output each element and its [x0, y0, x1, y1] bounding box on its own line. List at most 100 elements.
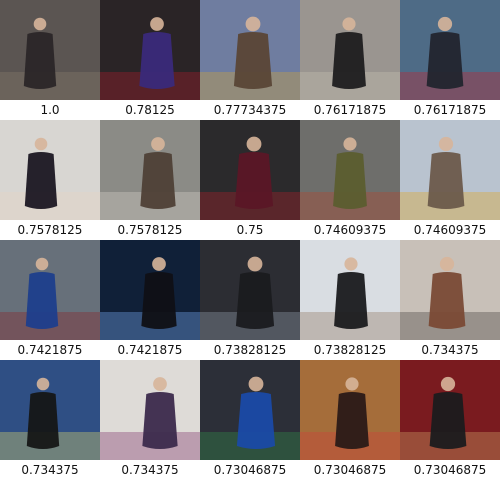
- body: [139, 32, 175, 89]
- result-cell[interactable]: 0.73828125: [300, 240, 400, 360]
- similarity-score: 0.73046875: [413, 463, 487, 477]
- result-thumbnail[interactable]: [0, 240, 100, 340]
- result-thumbnail[interactable]: [100, 120, 200, 220]
- result-thumbnail[interactable]: [400, 0, 500, 100]
- head: [342, 17, 356, 31]
- body: [426, 32, 464, 89]
- photo-placeholder: [100, 360, 200, 460]
- result-thumbnail[interactable]: [400, 360, 500, 460]
- head: [344, 257, 358, 271]
- person-silhouette: [26, 377, 60, 449]
- result-thumbnail[interactable]: [0, 0, 100, 100]
- result-cell[interactable]: 0.74609375: [300, 120, 400, 240]
- similarity-score: 0.734375: [21, 463, 79, 477]
- body: [236, 392, 276, 449]
- photo-placeholder: [300, 0, 400, 100]
- photo-placeholder: [400, 240, 500, 340]
- body: [335, 392, 369, 449]
- person-silhouette: [139, 17, 175, 89]
- result-cell[interactable]: 0.73828125: [200, 240, 300, 360]
- similarity-score: 0.74609375: [313, 223, 387, 237]
- photo-placeholder: [200, 360, 300, 460]
- person-silhouette: [332, 17, 366, 89]
- similarity-score: 0.77734375: [213, 103, 287, 117]
- body: [142, 392, 178, 449]
- result-cell[interactable]: 0.734375: [0, 360, 100, 480]
- body: [234, 152, 274, 209]
- head: [150, 17, 164, 31]
- result-thumbnail[interactable]: [400, 120, 500, 220]
- photo-placeholder: [100, 0, 200, 100]
- body: [140, 152, 176, 209]
- body: [233, 32, 273, 89]
- head: [35, 257, 49, 271]
- photo-placeholder: [200, 240, 300, 340]
- result-thumbnail[interactable]: [400, 240, 500, 340]
- person-silhouette: [23, 17, 57, 89]
- head: [34, 137, 48, 151]
- similarity-score: 0.73046875: [213, 463, 287, 477]
- head: [245, 16, 261, 32]
- body: [333, 152, 367, 209]
- similarity-score: 1.0: [40, 103, 60, 117]
- result-cell[interactable]: 0.734375: [400, 240, 500, 360]
- result-thumbnail[interactable]: [0, 360, 100, 460]
- result-thumbnail[interactable]: [100, 360, 200, 460]
- body: [24, 152, 58, 209]
- person-silhouette: [142, 377, 178, 449]
- person-silhouette: [426, 16, 464, 89]
- result-cell[interactable]: 1.0: [0, 0, 100, 120]
- result-cell[interactable]: 0.77734375: [200, 0, 300, 120]
- head: [246, 136, 262, 152]
- photo-placeholder: [0, 240, 100, 340]
- result-thumbnail[interactable]: [100, 0, 200, 100]
- person-silhouette: [335, 377, 369, 449]
- photo-placeholder: [100, 120, 200, 220]
- person-silhouette: [428, 256, 466, 329]
- person-silhouette: [25, 257, 59, 329]
- person-silhouette: [427, 136, 465, 209]
- person-silhouette: [334, 257, 368, 329]
- result-thumbnail[interactable]: [300, 240, 400, 340]
- person-silhouette: [333, 137, 367, 209]
- result-cell[interactable]: 0.73046875: [400, 360, 500, 480]
- result-cell[interactable]: 0.7578125: [100, 120, 200, 240]
- result-thumbnail[interactable]: [200, 120, 300, 220]
- photo-placeholder: [0, 120, 100, 220]
- photo-placeholder: [300, 120, 400, 220]
- body: [235, 272, 275, 329]
- result-thumbnail[interactable]: [200, 0, 300, 100]
- head: [151, 137, 165, 151]
- head: [437, 16, 453, 32]
- result-thumbnail[interactable]: [300, 360, 400, 460]
- result-thumbnail[interactable]: [200, 360, 300, 460]
- person-silhouette: [234, 136, 274, 209]
- result-cell[interactable]: 0.78125: [100, 0, 200, 120]
- head: [439, 256, 455, 272]
- similarity-score: 0.76171875: [313, 103, 387, 117]
- result-cell[interactable]: 0.75: [200, 120, 300, 240]
- similarity-score: 0.73828125: [313, 343, 387, 357]
- result-thumbnail[interactable]: [300, 0, 400, 100]
- result-cell[interactable]: 0.7421875: [0, 240, 100, 360]
- result-cell[interactable]: 0.7421875: [100, 240, 200, 360]
- result-thumbnail[interactable]: [300, 120, 400, 220]
- similarity-score: 0.7578125: [117, 223, 183, 237]
- result-cell[interactable]: 0.734375: [100, 360, 200, 480]
- result-cell[interactable]: 0.7578125: [0, 120, 100, 240]
- photo-placeholder: [300, 240, 400, 340]
- result-cell[interactable]: 0.76171875: [400, 0, 500, 120]
- result-thumbnail[interactable]: [100, 240, 200, 340]
- result-cell[interactable]: 0.73046875: [300, 360, 400, 480]
- result-thumbnail[interactable]: [200, 240, 300, 340]
- head: [33, 17, 47, 31]
- photo-placeholder: [100, 240, 200, 340]
- person-silhouette: [429, 376, 467, 449]
- result-thumbnail[interactable]: [0, 120, 100, 220]
- result-cell[interactable]: 0.73046875: [200, 360, 300, 480]
- similarity-score: 0.78125: [125, 103, 175, 117]
- result-cell[interactable]: 0.76171875: [300, 0, 400, 120]
- photo-placeholder: [0, 360, 100, 460]
- result-cell[interactable]: 0.74609375: [400, 120, 500, 240]
